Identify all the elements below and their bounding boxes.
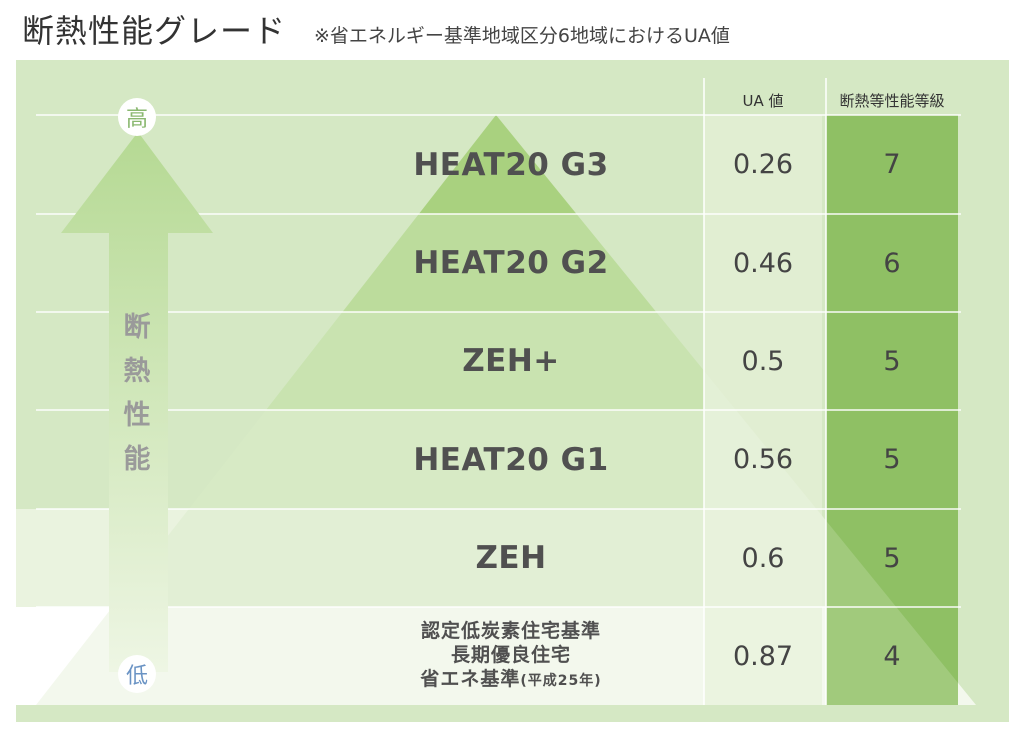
tier-label-zeh-plus: ZEH+ [276,312,746,410]
axis-label-char: 能 [123,444,151,475]
ua-value: 0.5 [741,345,785,377]
grade-value: 6 [883,247,901,279]
tier-label-line: 省エネ基準 [420,668,521,690]
axis-high-label: 高 [125,107,148,132]
axis-label-char: 熱 [123,356,151,387]
tier-label-text: HEAT20 G2 [413,245,609,281]
grade-value: 5 [883,542,901,574]
tier-label-line: 認定低炭素住宅基準 [420,620,601,642]
grade-value: 4 [883,640,901,672]
tier-label-heat20-g2: HEAT20 G2 [276,214,746,312]
tier-label-line-with-note: 省エネ基準(平成25年) [420,667,601,693]
tier-label-line: 長期優良住宅 [450,644,571,666]
page-subtitle: ※省エネルギー基準地域区分6地域におけるUA値 [314,25,730,47]
tier-label-text: ZEH [475,540,547,576]
up-arrow [61,132,213,672]
tier-label-heat20-g3: HEAT20 G3 [276,115,746,214]
pyramid-graphic [16,78,976,705]
tier-label-text: HEAT20 G1 [413,441,609,478]
tier-label-energy-standard: 認定低炭素住宅基準 長期優良住宅 省エネ基準(平成25年) [276,607,746,705]
grade-panel: UA 値 断熱等性能等級 高 低 断 熱 性 能 HEAT20 G3 0.26 … [16,60,1009,722]
title-row: 断熱性能グレード ※省エネルギー基準地域区分6地域におけるUA値 [22,6,730,52]
ua-value: 0.56 [732,444,794,475]
high-badge [118,98,156,136]
row-lines [36,114,961,608]
grade-value: 7 [883,149,901,180]
tier-label-text: ZEH+ [462,343,560,379]
grade-value: 5 [883,444,901,475]
ua-value: 0.87 [732,640,794,672]
axis-low-label: 低 [125,664,148,689]
page-title: 断熱性能グレード [22,12,287,50]
low-badge [118,655,156,693]
ua-value: 0.46 [732,247,794,279]
tier-label-text: HEAT20 G3 [413,146,609,183]
ua-value: 0.6 [741,542,785,574]
axis-label: 断 熱 性 能 [112,306,162,482]
axis-label-char: 断 [123,312,151,343]
ua-column-header: UA 値 [742,91,784,110]
tier-label-note: (平成25年) [520,673,602,689]
axis-label-char: 性 [123,400,151,431]
tier-label-zeh: ZEH [276,509,746,607]
grade-value: 5 [883,345,901,377]
ua-value: 0.26 [732,149,794,180]
grade-column-header: 断熱等性能等級 [839,91,945,110]
tier-label-heat20-g1: HEAT20 G1 [276,410,746,509]
